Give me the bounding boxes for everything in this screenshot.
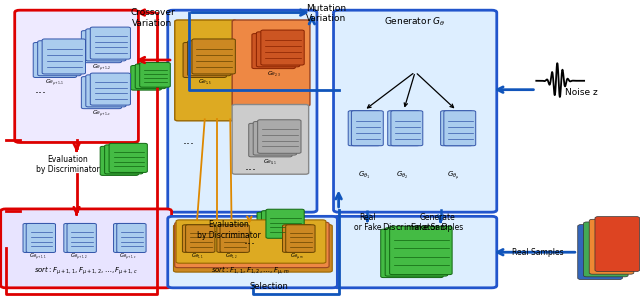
- FancyBboxPatch shape: [135, 64, 166, 89]
- Text: $G_{\theta_{\mu+1,2}}$: $G_{\theta_{\mu+1,2}}$: [92, 63, 111, 74]
- FancyBboxPatch shape: [390, 226, 452, 275]
- FancyBboxPatch shape: [113, 224, 143, 252]
- Text: $G_{\theta_{\mu+1,2}}$: $G_{\theta_{\mu+1,2}}$: [70, 252, 87, 263]
- Text: $G_{\theta_{0,1}}$: $G_{\theta_{0,1}}$: [264, 158, 277, 167]
- Text: Crossover
Variation: Crossover Variation: [130, 8, 175, 27]
- FancyBboxPatch shape: [176, 220, 326, 263]
- Text: Mutation
Variation: Mutation Variation: [306, 4, 346, 23]
- Text: ...: ...: [243, 235, 255, 247]
- FancyBboxPatch shape: [385, 228, 447, 276]
- FancyBboxPatch shape: [232, 105, 308, 174]
- FancyBboxPatch shape: [109, 143, 147, 173]
- FancyBboxPatch shape: [140, 63, 170, 87]
- Text: Generator $G_\theta$: Generator $G_\theta$: [385, 15, 446, 28]
- Text: Evaluation
by Discriminator: Evaluation by Discriminator: [197, 220, 261, 240]
- FancyBboxPatch shape: [333, 216, 497, 288]
- Text: Real
or Fake: Real or Fake: [353, 213, 381, 232]
- Text: $G_{\theta_{1,2}}$: $G_{\theta_{1,2}}$: [225, 252, 238, 261]
- FancyBboxPatch shape: [81, 77, 122, 109]
- FancyBboxPatch shape: [131, 66, 161, 90]
- FancyBboxPatch shape: [595, 217, 639, 271]
- FancyBboxPatch shape: [266, 209, 304, 238]
- FancyBboxPatch shape: [64, 224, 93, 252]
- FancyBboxPatch shape: [262, 211, 300, 240]
- FancyBboxPatch shape: [42, 39, 86, 74]
- Text: Evaluation
by Discriminator: Evaluation by Discriminator: [36, 155, 99, 174]
- FancyBboxPatch shape: [257, 212, 295, 241]
- Text: ...: ...: [183, 134, 195, 147]
- FancyBboxPatch shape: [173, 225, 332, 272]
- FancyBboxPatch shape: [100, 146, 138, 176]
- Text: $G_{\theta_{\mu,m}}$: $G_{\theta_{\mu,m}}$: [291, 252, 304, 263]
- FancyBboxPatch shape: [444, 111, 476, 146]
- FancyBboxPatch shape: [351, 111, 383, 146]
- FancyBboxPatch shape: [388, 111, 420, 146]
- FancyBboxPatch shape: [175, 20, 237, 121]
- FancyBboxPatch shape: [188, 41, 231, 76]
- FancyBboxPatch shape: [15, 10, 138, 142]
- FancyBboxPatch shape: [81, 31, 122, 63]
- Text: $G_{\theta_{1,5}}$: $G_{\theta_{1,5}}$: [198, 78, 212, 87]
- FancyBboxPatch shape: [1, 209, 172, 288]
- FancyBboxPatch shape: [348, 111, 380, 146]
- FancyBboxPatch shape: [282, 225, 312, 252]
- FancyBboxPatch shape: [168, 10, 317, 212]
- FancyBboxPatch shape: [192, 39, 236, 74]
- Text: Discriminator $D$: Discriminator $D$: [381, 221, 449, 232]
- FancyBboxPatch shape: [441, 111, 472, 146]
- Text: $G_{\theta_{\mu+1,1}}$: $G_{\theta_{\mu+1,1}}$: [29, 252, 47, 263]
- FancyBboxPatch shape: [186, 225, 215, 252]
- FancyBboxPatch shape: [257, 32, 300, 67]
- FancyBboxPatch shape: [33, 43, 77, 77]
- FancyBboxPatch shape: [86, 75, 126, 107]
- FancyBboxPatch shape: [261, 30, 304, 65]
- FancyBboxPatch shape: [249, 123, 292, 157]
- Text: ...: ...: [244, 160, 257, 173]
- Text: Noise z: Noise z: [564, 88, 597, 97]
- Text: Real Samples: Real Samples: [513, 248, 564, 257]
- FancyBboxPatch shape: [333, 10, 497, 212]
- Text: $G_{\theta_{\mu+1,c}}$: $G_{\theta_{\mu+1,c}}$: [120, 252, 137, 263]
- FancyBboxPatch shape: [90, 27, 131, 59]
- FancyBboxPatch shape: [182, 225, 212, 252]
- FancyBboxPatch shape: [116, 224, 146, 252]
- FancyBboxPatch shape: [183, 43, 227, 77]
- FancyBboxPatch shape: [23, 224, 52, 252]
- Text: $sort: F_{1,1},F_{1,2},\ldots,F_{\mu,m}$: $sort: F_{1,1},F_{1,2},\ldots,F_{\mu,m}$: [211, 265, 290, 277]
- FancyBboxPatch shape: [217, 225, 246, 252]
- FancyBboxPatch shape: [168, 216, 337, 288]
- FancyBboxPatch shape: [86, 29, 126, 61]
- FancyBboxPatch shape: [232, 20, 310, 106]
- FancyBboxPatch shape: [67, 224, 97, 252]
- Text: $G_{\theta_2}$: $G_{\theta_2}$: [396, 170, 408, 181]
- FancyBboxPatch shape: [38, 41, 81, 76]
- FancyBboxPatch shape: [252, 34, 295, 69]
- Text: Selection: Selection: [249, 283, 288, 291]
- Text: $G_{\theta_{\mu+1,c}}$: $G_{\theta_{\mu+1,c}}$: [92, 109, 111, 120]
- FancyBboxPatch shape: [285, 225, 315, 252]
- Text: $G_{\theta_1}$: $G_{\theta_1}$: [358, 170, 371, 181]
- FancyBboxPatch shape: [175, 222, 329, 268]
- FancyBboxPatch shape: [220, 225, 250, 252]
- FancyBboxPatch shape: [589, 219, 634, 274]
- Text: ...: ...: [34, 83, 46, 96]
- FancyBboxPatch shape: [578, 225, 622, 280]
- FancyBboxPatch shape: [104, 145, 143, 174]
- FancyBboxPatch shape: [584, 222, 628, 277]
- FancyBboxPatch shape: [90, 73, 131, 105]
- Text: $G_{\theta_\mu}$: $G_{\theta_\mu}$: [447, 170, 460, 182]
- Text: $G_{\theta_{\mu+1,1}}$: $G_{\theta_{\mu+1,1}}$: [45, 78, 65, 89]
- FancyBboxPatch shape: [26, 224, 56, 252]
- Text: Generate
Fake Samples: Generate Fake Samples: [412, 213, 463, 232]
- Text: $G_{\theta_{2,3}}$: $G_{\theta_{2,3}}$: [267, 69, 280, 79]
- FancyBboxPatch shape: [391, 111, 423, 146]
- Text: $G_{\theta_{1,1}}$: $G_{\theta_{1,1}}$: [191, 252, 204, 261]
- Text: $sort: F_{\mu+1,1},F_{\mu+1,2},\ldots,F_{\mu+1,c}$: $sort: F_{\mu+1,1},F_{\mu+1,2},\ldots,F_…: [34, 265, 138, 277]
- FancyBboxPatch shape: [381, 229, 444, 277]
- FancyBboxPatch shape: [258, 120, 301, 153]
- FancyBboxPatch shape: [253, 122, 296, 155]
